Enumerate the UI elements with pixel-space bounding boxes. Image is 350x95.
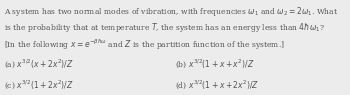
Text: (d) $x^{3/2}\left(1 + x + 2x^2\right)/Z$: (d) $x^{3/2}\left(1 + x + 2x^2\right)/Z$ [175, 78, 259, 91]
Text: is the probability that at temperature $T$, the system has an energy less than $: is the probability that at temperature $… [4, 21, 325, 34]
Text: (b) $x^{3/2}\left(1 + x + x^2\right)/Z$: (b) $x^{3/2}\left(1 + x + x^2\right)/Z$ [175, 57, 254, 70]
Text: (a) $x^{3/2}\left(x + 2x^2\right)/Z$: (a) $x^{3/2}\left(x + 2x^2\right)/Z$ [4, 57, 74, 70]
Text: A system has two normal modes of vibration, with frequencies $\omega_1$ and $\om: A system has two normal modes of vibrati… [4, 5, 339, 18]
Text: [In the following $x = e^{-\beta\hbar\omega}$ and $Z$ is the partition function : [In the following $x = e^{-\beta\hbar\om… [4, 38, 285, 52]
Text: (c) $x^{3/2}\left(1 + 2x^2\right)/Z$: (c) $x^{3/2}\left(1 + 2x^2\right)/Z$ [4, 78, 74, 91]
